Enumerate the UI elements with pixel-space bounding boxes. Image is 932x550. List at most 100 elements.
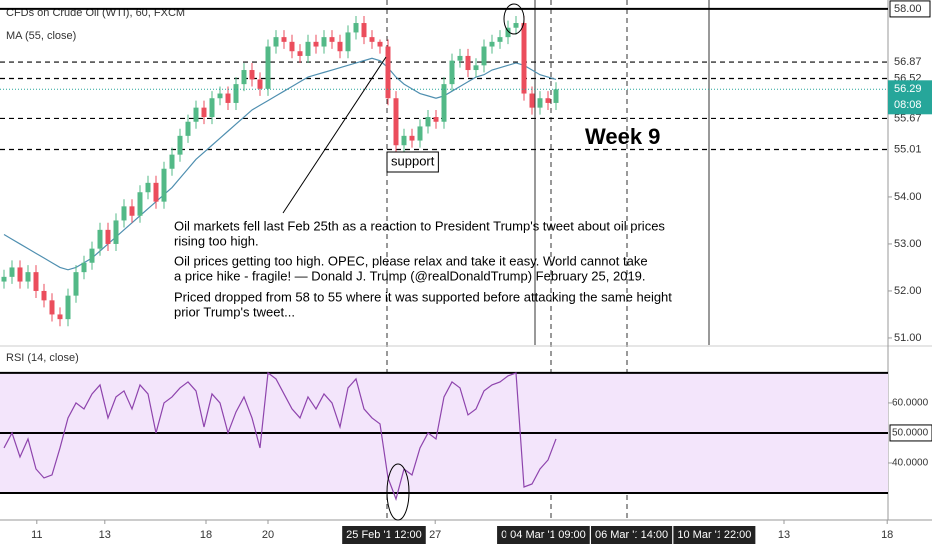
candle-body [169, 154, 175, 169]
candle-body [89, 248, 95, 263]
candle-body [161, 168, 167, 202]
candle-body [377, 41, 383, 47]
x-tick-label: 20 [262, 529, 274, 541]
time-marker-label: 04 Mar '19 [510, 529, 562, 541]
candle-body [313, 41, 319, 47]
candle-body [441, 84, 447, 122]
candle-body [209, 98, 215, 118]
candle-body [329, 37, 335, 42]
candle-body [425, 117, 431, 127]
y-tick-label: 60.0000 [892, 398, 929, 409]
ma-line [3, 57, 557, 271]
candle-body [457, 55, 463, 61]
time-marker-label: 22:00 [724, 529, 752, 541]
mid-label: 50.0000 [892, 428, 929, 439]
rsi-line [3, 371, 557, 501]
level-box [889, 0, 931, 18]
candle-body [353, 23, 359, 33]
time-marker-box [342, 526, 402, 544]
note-line: Oil prices getting too high. OPEC, pleas… [174, 253, 648, 268]
time-marker-label: 14:00 [641, 529, 669, 541]
note-line: prior Trump's tweet... [174, 304, 295, 319]
candle-body [33, 272, 39, 291]
candle-body [17, 267, 23, 282]
x-tick-label: 13 [778, 529, 790, 541]
candle-body [121, 206, 127, 221]
candle-body [409, 135, 415, 141]
candle-body [369, 37, 375, 42]
countdown: 08:08 [894, 99, 922, 111]
note-line: rising too high. [174, 233, 259, 248]
x-tick-label: 18 [881, 529, 893, 541]
time-marker-box [390, 526, 426, 544]
candle-body [481, 46, 487, 66]
level-label: 56.87 [894, 56, 922, 68]
candle-body [465, 55, 471, 71]
support-box [386, 151, 439, 173]
candle-body [553, 89, 559, 103]
candle-body [193, 107, 199, 122]
candle-body [513, 23, 519, 28]
candle-body [145, 182, 151, 193]
time-marker-box [673, 526, 734, 544]
candle-body [113, 220, 119, 244]
x-tick-label: 27 [429, 529, 441, 541]
candle-body [201, 107, 207, 118]
candle-body [97, 229, 103, 249]
candle-body [129, 206, 135, 216]
candle-body [393, 98, 399, 146]
y-tick-label: 52.00 [894, 285, 922, 297]
time-marker-box [590, 526, 651, 544]
candle-body [449, 60, 455, 85]
candle-body [1, 276, 7, 282]
time-marker-label: 09:00 [558, 529, 586, 541]
time-marker-box [506, 526, 566, 544]
candle-body [417, 126, 423, 141]
y-tick-label: 54.00 [894, 191, 922, 203]
candle-body [297, 51, 303, 56]
candle-body [537, 98, 543, 108]
candle-body [225, 93, 231, 103]
candle-body [281, 37, 287, 42]
candle-body [497, 37, 503, 42]
rsi-label: RSI (14, close) [6, 352, 79, 364]
candle-body [57, 314, 63, 320]
candle-body [73, 272, 79, 296]
candle-body [305, 41, 311, 56]
candle-body [25, 272, 31, 282]
candle-body [529, 93, 535, 108]
candle-body [241, 70, 247, 85]
y-tick-label: 40.0000 [892, 458, 929, 469]
y-tick-label: 51.00 [894, 332, 922, 344]
time-marker-label: 10 Mar '19 [677, 529, 729, 541]
candle-body [505, 27, 511, 38]
candle-body [137, 192, 143, 216]
candle-body [337, 41, 343, 52]
candle-body [489, 41, 495, 47]
support-label: support [391, 153, 435, 168]
candle-body [473, 65, 479, 71]
pointer-line [282, 56, 387, 214]
candle-body [41, 290, 47, 301]
highlight-circle [503, 3, 525, 35]
candle-body [345, 32, 351, 52]
candle-body [49, 300, 55, 315]
candle-body [361, 23, 367, 38]
candle-body [321, 37, 327, 47]
candle-body [185, 121, 191, 136]
candle-body [105, 229, 111, 244]
last-price-label: 56.29 [894, 83, 922, 95]
time-marker-box [554, 526, 590, 544]
candle-body [545, 98, 551, 103]
note-line: a price hike - fragile! — Donald J. Trum… [174, 268, 646, 283]
week-label: Week 9 [585, 124, 660, 149]
level-label: 55.01 [894, 143, 922, 155]
note-line: Oil markets fell last Feb 25th as a reac… [174, 218, 665, 233]
highlight-circle [386, 463, 410, 521]
x-tick-label: 11 [31, 529, 42, 541]
level-label: 58.00 [894, 3, 922, 15]
mid-box [889, 424, 932, 442]
candle-body [385, 46, 391, 99]
candle-body [153, 182, 159, 202]
